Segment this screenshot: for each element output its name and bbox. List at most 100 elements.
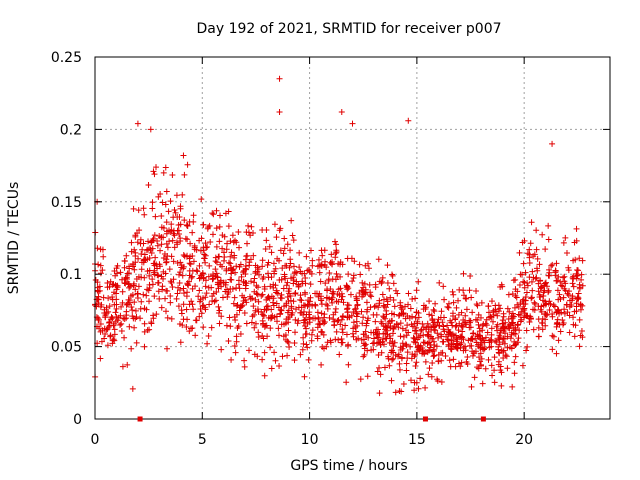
data-point: [231, 342, 238, 349]
data-point: [576, 316, 583, 323]
data-point: [266, 243, 273, 250]
data-point: [358, 308, 365, 315]
data-point: [577, 332, 584, 339]
data-point: [278, 276, 285, 283]
data-point: [155, 272, 162, 279]
data-point: [493, 323, 500, 330]
data-point: [170, 258, 177, 265]
data-point: [141, 211, 148, 218]
data-point: [390, 326, 397, 333]
data-point: [485, 356, 492, 363]
data-point: [157, 247, 164, 254]
data-point: [522, 269, 529, 276]
data-point: [412, 363, 419, 370]
data-point: [533, 227, 540, 234]
data-point: [491, 379, 498, 386]
data-point: [333, 328, 340, 335]
data-point: [323, 294, 330, 301]
data-point: [215, 253, 222, 260]
data-point: [151, 293, 158, 300]
data-point: [293, 269, 300, 276]
data-point: [259, 356, 266, 363]
data-point: [438, 378, 445, 385]
data-point: [213, 270, 220, 277]
data-point: [450, 356, 457, 363]
data-point: [412, 314, 419, 321]
data-point: [200, 247, 207, 254]
data-point: [570, 257, 577, 264]
data-point: [347, 291, 354, 298]
data-point: [496, 336, 503, 343]
data-point: [509, 315, 516, 322]
data-point: [222, 281, 229, 288]
data-point: [573, 237, 580, 244]
data-point: [555, 273, 562, 280]
data-point: [123, 276, 130, 283]
data-point: [219, 232, 226, 239]
data-point: [478, 355, 485, 362]
data-point: [374, 368, 381, 375]
data-point: [250, 252, 257, 259]
data-point: [230, 239, 237, 246]
data-point: [561, 310, 568, 317]
data-point: [113, 313, 120, 320]
data-point: [267, 315, 274, 322]
data-point: [474, 364, 481, 371]
data-point: [500, 310, 507, 317]
data-point: [196, 237, 203, 244]
data-point: [289, 309, 296, 316]
data-point: [301, 308, 308, 315]
data-point: [162, 308, 169, 315]
data-point: [114, 262, 121, 269]
data-point: [278, 321, 285, 328]
data-point: [250, 303, 257, 310]
data-point: [415, 385, 422, 392]
data-point: [111, 331, 118, 338]
data-point: [169, 171, 176, 178]
data-point: [149, 205, 156, 212]
data-point: [405, 290, 412, 297]
data-point: [385, 355, 392, 362]
data-point: [270, 299, 277, 306]
data-point: [449, 288, 456, 295]
data-point: [335, 286, 342, 293]
data-point: [345, 271, 352, 278]
data-point: [274, 290, 281, 297]
data-point: [236, 307, 243, 314]
data-point: [521, 279, 528, 286]
data-point: [507, 335, 514, 342]
data-point: [105, 295, 112, 302]
data-point: [208, 284, 215, 291]
data-point: [184, 236, 191, 243]
data-point: [412, 339, 419, 346]
data-point: [121, 316, 128, 323]
data-point: [380, 330, 387, 337]
data-point: [505, 291, 512, 298]
data-point: [258, 292, 265, 299]
data-point: [550, 333, 557, 340]
data-point: [335, 336, 342, 343]
data-point: [255, 308, 262, 315]
data-point: [549, 332, 556, 339]
data-point: [386, 318, 393, 325]
data-point: [528, 278, 535, 285]
data-point: [532, 300, 539, 307]
data-point: [184, 316, 191, 323]
data-point: [353, 318, 360, 325]
grid-lines: [95, 57, 610, 419]
data-point: [181, 217, 188, 224]
data-point: [236, 263, 243, 270]
data-point: [342, 322, 349, 329]
data-point: [139, 246, 146, 253]
data-point: [229, 232, 236, 239]
data-point: [382, 335, 389, 342]
data-point: [149, 237, 156, 244]
data-point: [189, 229, 196, 236]
data-point: [95, 300, 102, 307]
data-point: [428, 373, 435, 380]
data-point: [351, 306, 358, 313]
data-point: [361, 289, 368, 296]
data-point: [575, 290, 582, 297]
data-point: [559, 283, 566, 290]
data-point: [345, 302, 352, 309]
